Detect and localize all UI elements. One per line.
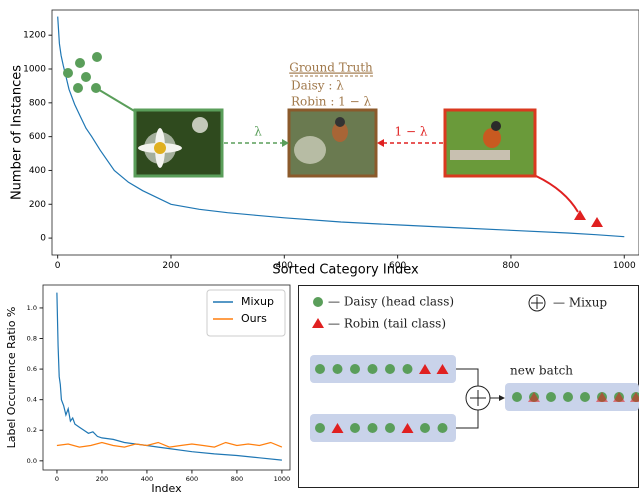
daisy-item <box>368 364 378 374</box>
daisy-item <box>512 392 522 402</box>
legend-text: — Robin (tail class) <box>328 317 446 331</box>
annotation: Ground Truth <box>289 61 373 75</box>
daisy-item <box>580 392 590 402</box>
x-tick-label: 0 <box>55 261 61 271</box>
x-tick-label: 1000 <box>613 261 636 271</box>
legend-text: — Daisy (head class) <box>328 295 454 309</box>
batch <box>310 355 456 383</box>
daisy-item <box>333 364 343 374</box>
legend-icon <box>531 297 543 309</box>
x-axis-label: Index <box>151 482 182 495</box>
y-axis-label: Number of Instances <box>10 65 25 200</box>
x-tick-label: 0 <box>55 475 59 483</box>
legend-text: — Mixup <box>553 296 607 310</box>
y-tick-label: 1000 <box>23 65 46 75</box>
legend-label: Ours <box>241 312 267 325</box>
annotation: 1 − λ <box>395 125 428 139</box>
daisy-item <box>546 392 556 402</box>
robin-image <box>445 110 535 176</box>
diagram: — Daisy (head class) — Robin (tail class… <box>299 286 639 488</box>
arrow-head <box>499 395 505 401</box>
daisy-item <box>420 423 430 433</box>
y-tick-label: 0.2 <box>27 426 37 434</box>
mixed-image <box>289 110 376 176</box>
batch <box>310 414 456 442</box>
daisy-item <box>385 364 395 374</box>
y-tick-label: 800 <box>29 98 46 108</box>
x-tick-label: 1000 <box>274 475 291 483</box>
batch-label: new batch <box>510 364 573 378</box>
annotation: λ <box>254 125 262 139</box>
legend-icon <box>313 297 323 307</box>
y-tick-label: 1200 <box>23 31 46 41</box>
legend-icon <box>312 318 324 328</box>
x-tick-label: 600 <box>186 475 198 483</box>
daisy-item <box>385 423 395 433</box>
annotation: Daisy : λ <box>291 79 344 93</box>
connector <box>96 88 136 112</box>
y-axis-label: Label Occurrence Ratio % <box>5 307 18 449</box>
daisy-item <box>563 392 573 402</box>
y-tick-label: 1.0 <box>27 304 37 312</box>
x-tick-label: 200 <box>162 261 179 271</box>
daisy-item <box>438 423 448 433</box>
connector <box>536 176 578 212</box>
daisy-item <box>350 423 360 433</box>
x-tick-label: 800 <box>502 261 519 271</box>
y-tick-label: 400 <box>29 166 46 176</box>
y-tick-label: 200 <box>29 200 46 210</box>
legend-label: Mixup <box>241 295 274 308</box>
x-tick-label: 800 <box>231 475 243 483</box>
daisy-item <box>403 364 413 374</box>
x-tick-label: 200 <box>96 475 108 483</box>
annotation: Robin : 1 − λ <box>291 95 371 109</box>
daisy-item <box>350 364 360 374</box>
y-tick-label: 0.6 <box>27 365 37 373</box>
figure: 0 200 400 600 800 1000 0.0 0.2 0.4 0.6 0.8 1.0 Index… <box>0 0 639 495</box>
daisy-image <box>135 110 222 176</box>
data-line <box>57 443 282 448</box>
y-tick-label: 0.8 <box>27 335 37 343</box>
y-tick-label: 0 <box>40 234 46 244</box>
daisy-item <box>315 423 325 433</box>
daisy-item <box>315 364 325 374</box>
y-tick-label: 600 <box>29 132 46 142</box>
arrow-head <box>377 139 384 147</box>
robin-mark <box>574 210 586 220</box>
y-tick-label: 0.0 <box>27 457 37 465</box>
y-tick-label: 0.4 <box>27 396 37 404</box>
daisy-item <box>368 423 378 433</box>
robin-mark <box>591 217 603 227</box>
x-axis-label: Sorted Category Index <box>272 263 419 278</box>
